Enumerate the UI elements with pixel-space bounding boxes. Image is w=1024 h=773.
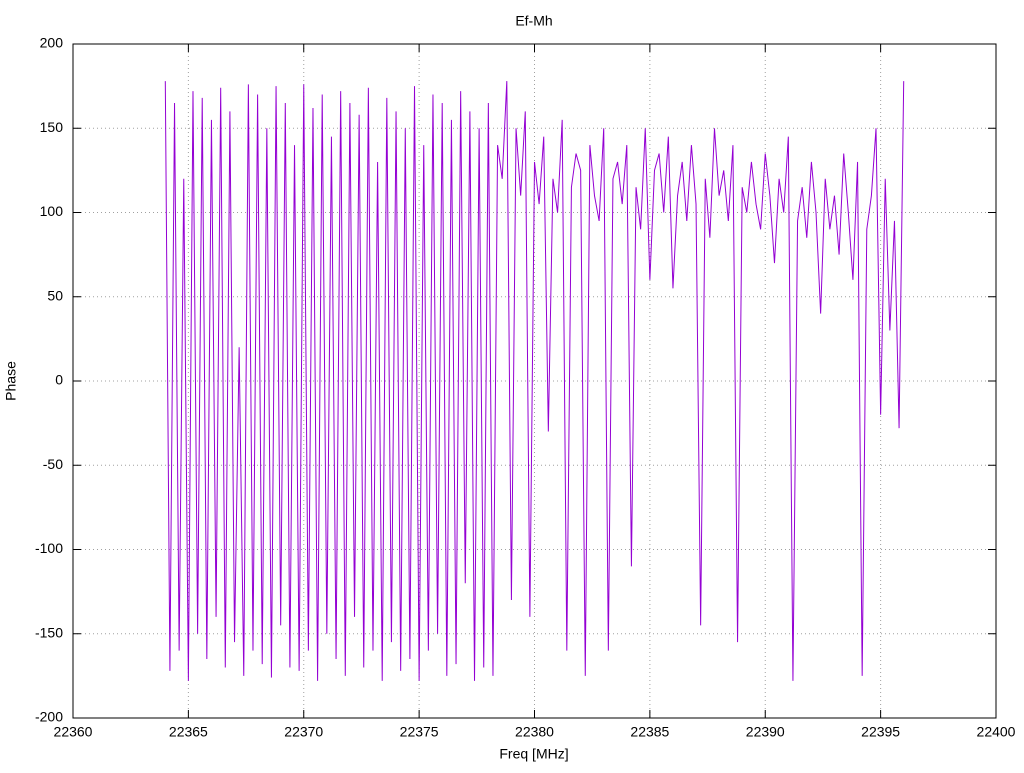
y-tick-label: 150: [40, 119, 64, 135]
y-tick-label: 0: [55, 372, 63, 388]
x-tick-label: 22385: [630, 724, 669, 740]
y-tick-label: -150: [35, 624, 63, 640]
plot-border: [72, 43, 997, 719]
y-axis-label: Phase: [3, 361, 19, 401]
y-tick-label: 50: [47, 287, 63, 303]
y-tick-label: -200: [35, 709, 63, 725]
x-tick-label: 22365: [169, 724, 208, 740]
x-tick-label: 22400: [977, 724, 1016, 740]
y-tick-label: -100: [35, 540, 63, 556]
x-tick-label: 22375: [400, 724, 439, 740]
y-tick-label: 100: [40, 203, 64, 219]
y-tick-label: 200: [40, 35, 64, 51]
x-tick-label: 22395: [861, 724, 900, 740]
y-tick-label: -50: [43, 456, 63, 472]
x-tick-label: 22390: [746, 724, 785, 740]
x-tick-label: 22360: [54, 724, 93, 740]
x-axis-label: Freq [MHz]: [499, 746, 568, 762]
x-tick-label: 22370: [284, 724, 323, 740]
chart-title: Ef-Mh: [515, 13, 552, 29]
data-line: [164, 81, 905, 681]
x-tick-label: 22380: [515, 724, 554, 740]
